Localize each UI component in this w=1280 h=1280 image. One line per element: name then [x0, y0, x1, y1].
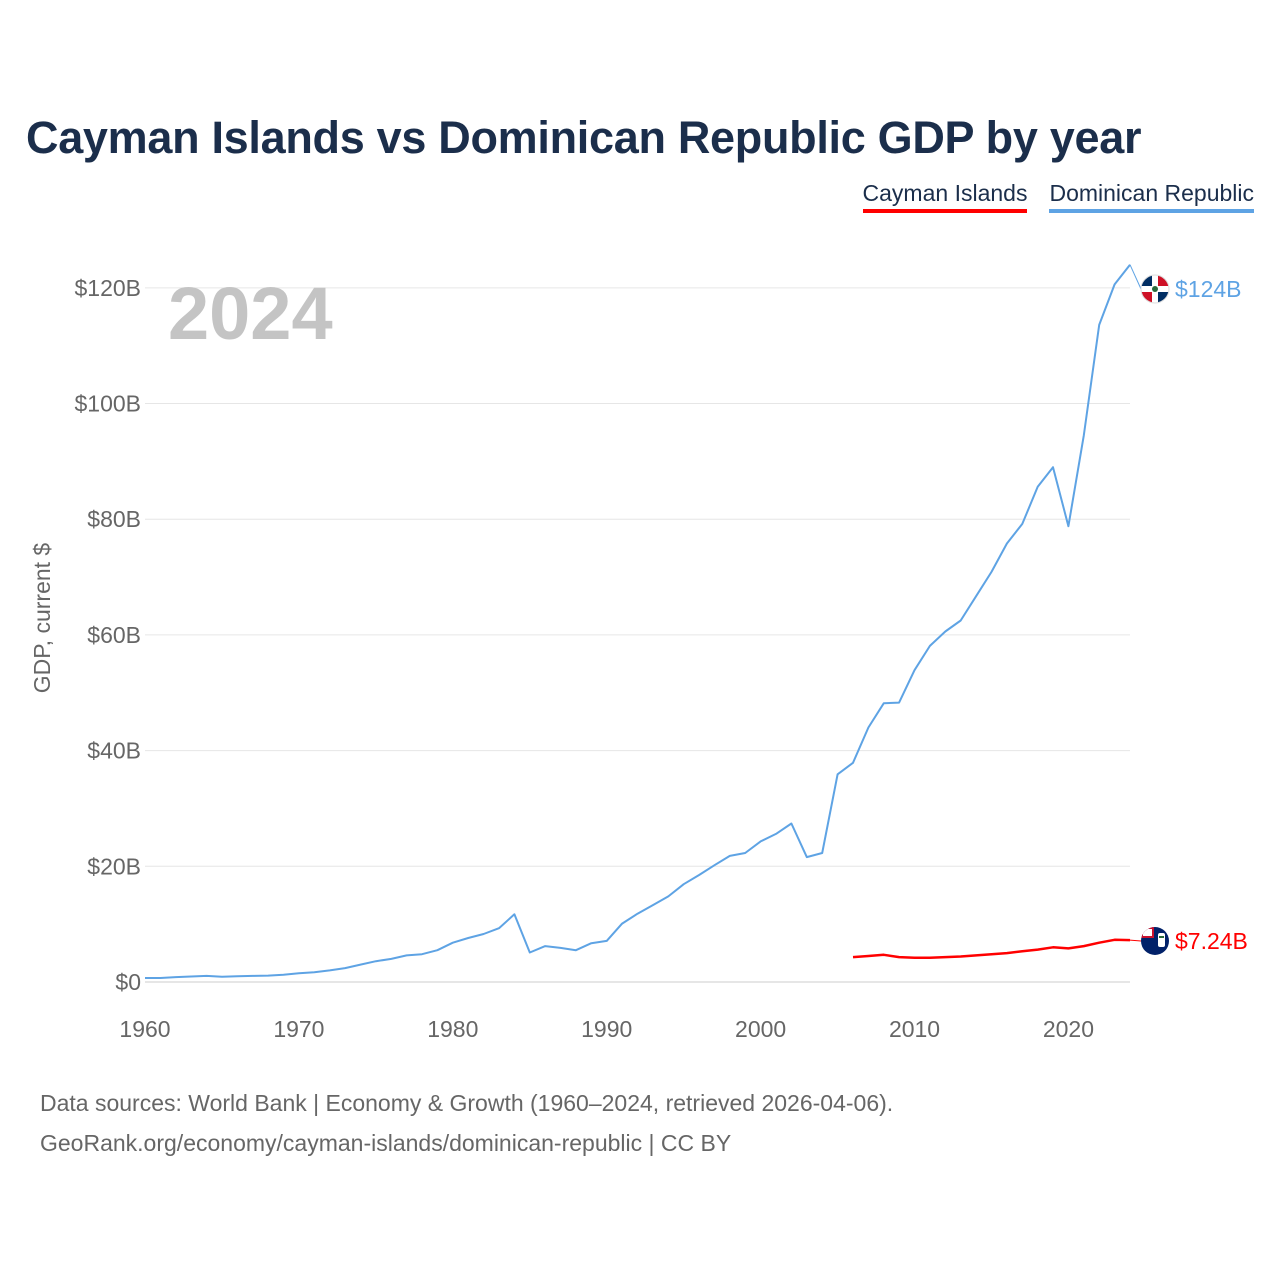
dominican-republic-flag-icon	[1140, 274, 1170, 304]
x-tick-label: 2010	[889, 1016, 940, 1042]
x-tick-label: 1970	[273, 1016, 324, 1042]
legend-item-cayman-islands[interactable]: Cayman Islands	[862, 180, 1028, 213]
year-watermark: 2024	[168, 272, 333, 355]
end-value-label-cayman-islands: $7.24B	[1175, 928, 1248, 954]
y-tick-label: $40B	[87, 738, 141, 764]
y-tick-label: $100B	[74, 391, 141, 417]
x-tick-label: 1980	[427, 1016, 478, 1042]
footer: Data sources: World Bank | Economy & Gro…	[40, 1083, 893, 1163]
series-line-cayman-islands	[852, 938, 1131, 959]
footer-sources: Data sources: World Bank | Economy & Gro…	[40, 1090, 894, 1116]
y-tick-label: $60B	[87, 622, 141, 648]
x-tick-label: 1960	[119, 1016, 170, 1042]
series-line-dominican-republic	[145, 264, 1131, 979]
x-tick-label: 2000	[735, 1016, 786, 1042]
cayman-islands-flag-icon	[1141, 927, 1169, 955]
page-title: Cayman Islands vs Dominican Republic GDP…	[26, 112, 1142, 163]
legend: Cayman Islands Dominican Republic	[862, 180, 1254, 213]
end-connector-dominican-republic	[1129, 264, 1142, 290]
end-value-label-dominican-republic: $124B	[1175, 276, 1242, 302]
x-tick-label: 2020	[1043, 1016, 1094, 1042]
y-tick-label: $20B	[87, 853, 141, 879]
footer-link[interactable]: GeoRank.org/economy/cayman-islands/domin…	[40, 1130, 732, 1156]
y-axis-title: GDP, current $	[29, 543, 55, 694]
y-tick-label: $80B	[87, 506, 141, 532]
x-tick-label: 1990	[581, 1016, 632, 1042]
end-connector-cayman-islands	[1129, 939, 1142, 942]
legend-item-dominican-republic[interactable]: Dominican Republic	[1049, 180, 1254, 213]
y-tick-label: $120B	[74, 275, 141, 301]
y-tick-label: $0	[115, 969, 141, 995]
